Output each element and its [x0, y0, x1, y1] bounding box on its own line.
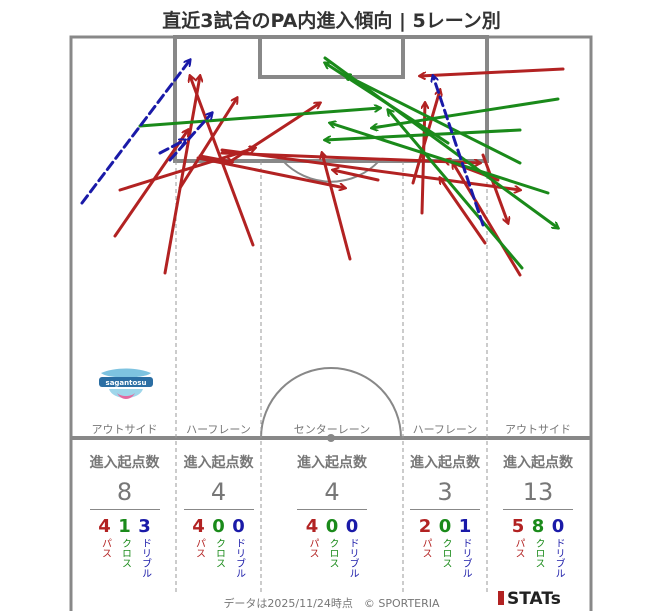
cross-label: クロス — [440, 538, 451, 568]
brand-logo: STATs — [498, 589, 561, 609]
stats-divider — [183, 509, 254, 510]
entry-total: 13 — [522, 478, 554, 506]
entry-total: 8 — [116, 478, 133, 506]
pass-arrow — [440, 178, 487, 245]
pass-count: 4 — [305, 516, 319, 537]
lane-stats-right-halfspace: 進入起点数 3 2 パス 0 クロス 1 ドリブル — [403, 452, 487, 578]
cross-count: 0 — [438, 516, 452, 537]
entry-total: 4 — [210, 478, 227, 506]
cross-label: クロス — [119, 538, 131, 568]
lane-stats-left-outside: 進入起点数 8 4 パス 1 クロス 3 ドリブル — [73, 452, 176, 578]
pass-arrow — [196, 156, 345, 188]
goal-area — [258, 35, 405, 79]
club-logo: sagantosu — [95, 365, 157, 415]
cross-label: クロス — [533, 538, 544, 568]
pass-count: 2 — [418, 516, 432, 537]
dribble-arrow — [433, 76, 485, 227]
dribble-label: ドリブル — [347, 538, 358, 578]
lane-label-left-outside: アウトサイド — [91, 423, 158, 436]
dribble-count: 0 — [345, 516, 359, 537]
dribble-arrow — [168, 113, 212, 162]
pass-arrow — [333, 170, 380, 182]
chart-title: 直近3試合のPA内進入傾向 | 5レーン別 — [162, 10, 501, 32]
lane-stats-center: 進入起点数 4 4 パス 0 クロス 0 ドリブル — [261, 452, 403, 578]
stats-divider — [410, 509, 480, 510]
pass-label: パス — [99, 538, 111, 558]
cross-arrow — [138, 108, 380, 128]
data-timestamp-footer: データは2025/11/24時点 © SPORTERIA — [223, 597, 440, 610]
pass-arrow — [118, 148, 255, 192]
cross-count: 0 — [325, 516, 339, 537]
arrows-layer — [80, 56, 565, 277]
pass-arrow — [198, 154, 232, 162]
pass-label: パス — [513, 538, 524, 558]
pass-arrow — [113, 130, 188, 238]
lane-stats-right-outside: 進入起点数 13 5 パス 8 クロス 0 ドリブル — [487, 452, 589, 578]
cross-arrow — [388, 110, 524, 270]
cross-label: クロス — [327, 538, 338, 568]
dribble-arrow — [80, 60, 190, 205]
lane-dividers — [175, 161, 488, 595]
dribble-label: ドリブル — [233, 538, 245, 578]
pass-arrow — [163, 76, 200, 275]
dribble-count: 0 — [551, 516, 565, 537]
stats-divider — [89, 509, 160, 510]
cross-arrow — [330, 123, 550, 195]
pass-arrow — [481, 153, 508, 223]
stats-header: 進入起点数 — [89, 455, 160, 471]
pass-arrow — [420, 67, 565, 76]
pass-label: パス — [420, 538, 431, 558]
lane-stats-left-halfspace: 進入起点数 4 4 パス 0 クロス 0 ドリブル — [176, 452, 261, 578]
pass-arrow — [178, 98, 237, 190]
stats-header: 進入起点数 — [297, 455, 367, 471]
dribble-label: ドリブル — [460, 538, 471, 578]
entry-total: 3 — [437, 478, 453, 506]
cross-count: 0 — [212, 516, 225, 537]
pass-label: パス — [307, 538, 318, 558]
stats-divider — [503, 509, 573, 510]
stats-divider — [297, 509, 367, 510]
stats-header: 進入起点数 — [503, 455, 573, 471]
cross-label: クロス — [213, 538, 225, 568]
svg-text:sagantosu: sagantosu — [106, 379, 147, 387]
cross-arrow — [372, 97, 560, 128]
brand-mark-icon — [498, 591, 504, 605]
pass-count: 5 — [511, 516, 525, 537]
dribble-label: ドリブル — [139, 538, 151, 578]
dribble-arrow — [158, 140, 185, 155]
lane-label-left-halfspace: ハーフレーン — [186, 423, 251, 436]
cross-count: 1 — [118, 516, 131, 537]
pass-arrow — [322, 153, 352, 261]
pass-arrow — [411, 90, 440, 185]
dribble-count: 1 — [458, 516, 472, 537]
cross-arrow — [323, 56, 558, 228]
brand-name: STATs — [507, 589, 561, 609]
dribble-count: 0 — [232, 516, 245, 537]
center-spot — [327, 434, 335, 442]
lane-label-right-halfspace: ハーフレーン — [412, 423, 478, 436]
dribble-label: ドリブル — [553, 538, 564, 578]
dribble-count: 3 — [138, 516, 151, 537]
stats-header: 進入起点数 — [183, 455, 254, 471]
center-circle — [260, 367, 402, 439]
pass-count: 4 — [98, 516, 111, 537]
cross-arrow — [345, 75, 522, 165]
stats-header: 進入起点数 — [410, 455, 480, 471]
pass-label: パス — [193, 538, 205, 558]
lane-label-right-outside: アウトサイド — [505, 423, 571, 436]
lane-label-center: センターレーン — [293, 423, 371, 436]
pass-count: 4 — [192, 516, 205, 537]
entry-total: 4 — [324, 478, 340, 506]
cross-arrow — [325, 128, 522, 140]
pass-arrow — [420, 103, 425, 215]
cross-count: 8 — [531, 516, 545, 537]
